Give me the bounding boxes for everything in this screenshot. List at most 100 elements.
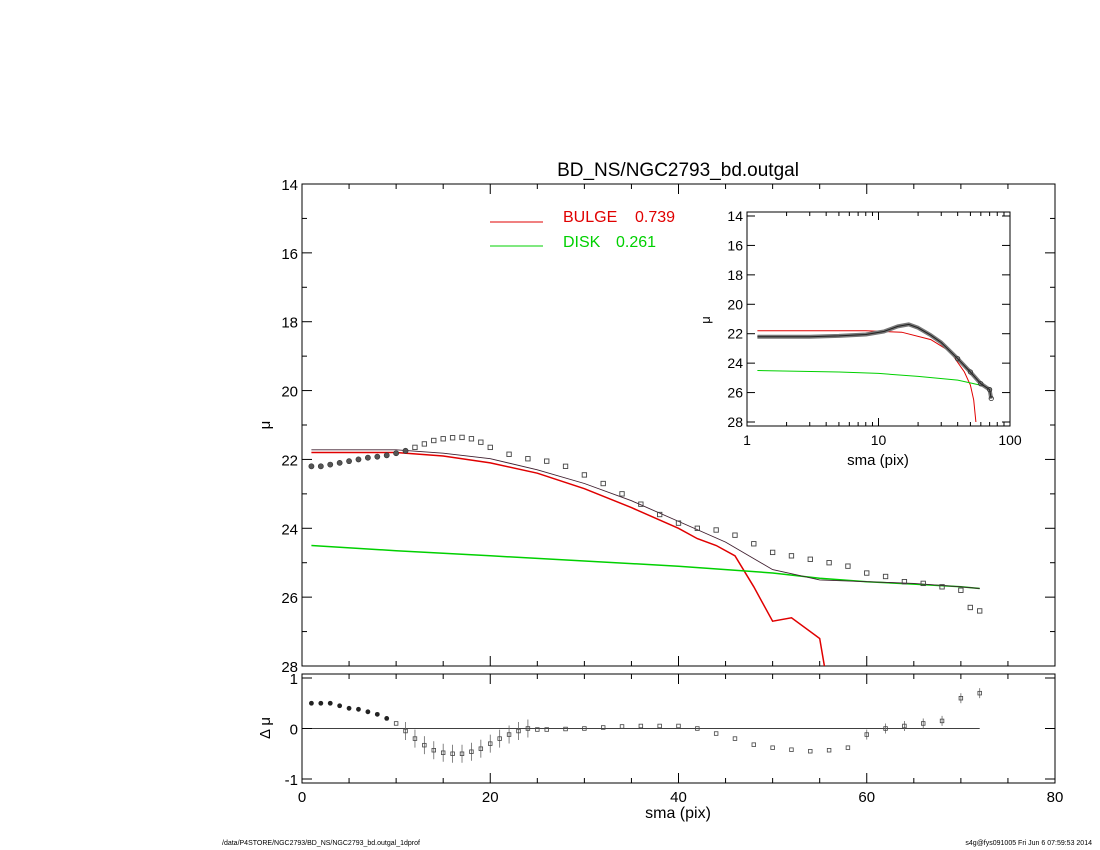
inset-model-line — [757, 323, 992, 399]
main-y-tick-label: 28 — [281, 659, 298, 676]
residual-point — [488, 741, 493, 746]
observed-point — [901, 579, 908, 585]
inset-y-tick-label: 22 — [727, 326, 743, 342]
observed-point — [374, 453, 381, 460]
residual-point — [525, 726, 531, 731]
main-y-tick-label: 22 — [281, 452, 298, 469]
observed-point — [807, 556, 813, 562]
observed-point — [421, 441, 428, 447]
observed-point — [600, 480, 606, 487]
main-x-ticks — [301, 184, 1056, 666]
observed-point — [845, 563, 851, 569]
observed-point — [826, 560, 832, 566]
main-y-tick-label: 18 — [281, 315, 298, 332]
observed-point — [581, 472, 588, 478]
legend: BULGE 0.739 DISK 0.261 — [490, 209, 675, 251]
observed-point — [694, 525, 700, 531]
observed-point — [713, 527, 719, 533]
observed-point — [336, 459, 343, 466]
residual-point — [544, 727, 549, 732]
residual-point — [751, 742, 756, 747]
x-tick-label: 80 — [1047, 789, 1064, 806]
inset-series-group — [757, 322, 994, 423]
main-y-tick-label: 26 — [281, 590, 298, 607]
observed-point — [506, 451, 512, 457]
observed-point — [675, 520, 682, 526]
observed-point — [864, 570, 870, 576]
observed-point — [657, 511, 663, 518]
observed-point — [393, 450, 400, 457]
observed-point — [638, 501, 644, 507]
residual-point — [732, 736, 738, 741]
residual-point — [676, 723, 681, 729]
residual-y-tick-label: 1 — [290, 671, 298, 688]
legend-bulge-value: 0.739 — [635, 209, 675, 226]
inset-plot-panel: 14 16 18 20 22 24 26 281 10 100 μ sma (pix) — [698, 208, 1022, 469]
residual-point — [921, 721, 926, 726]
residual-point — [695, 726, 700, 731]
footer-user-timestamp: s4g@fys091005 Fri Jun 6 07:59:53 2014 — [965, 840, 1092, 847]
chart-title: BD_NS/NGC2793_bd.outgal — [557, 160, 799, 181]
model-line — [311, 449, 980, 589]
residual-point — [657, 723, 662, 729]
residual-point — [619, 724, 625, 729]
observed-point — [459, 434, 465, 441]
residual-point — [431, 748, 436, 753]
observed-point — [346, 458, 352, 465]
inset-axes: 14 16 18 20 22 24 26 281 10 100 — [727, 208, 1021, 448]
main-y-axis-label: μ — [257, 421, 274, 430]
residual-point — [535, 727, 540, 732]
observed-point — [882, 573, 889, 580]
observed-point — [383, 452, 390, 459]
residual-point — [977, 690, 982, 696]
residual-point — [845, 745, 851, 750]
inset-x-tick-label: 1 — [743, 432, 751, 448]
residual-point — [883, 726, 888, 731]
inset-y-tick-label: 16 — [727, 237, 743, 253]
residual-point — [384, 716, 390, 721]
observed-point — [317, 463, 324, 470]
inset-y-tick-label: 26 — [727, 385, 743, 401]
observed-point — [562, 463, 569, 469]
main-plot-panel: 14 16 18 20 22 24 26 28 μ — [257, 177, 1056, 676]
observed-point — [977, 608, 983, 614]
residual-point — [374, 711, 380, 717]
main-y-tick-label: 20 — [281, 384, 298, 401]
residual-point — [356, 706, 361, 712]
residual-point — [459, 751, 465, 756]
observed-point — [355, 456, 362, 463]
residual-point — [327, 700, 333, 706]
inset-observed-point — [955, 356, 961, 362]
residual-point — [939, 718, 945, 724]
legend-disk-value: 0.261 — [616, 234, 656, 251]
inset-plot-frame — [746, 211, 1011, 427]
x-tick-label: 20 — [482, 789, 499, 806]
residual-point — [497, 736, 502, 741]
legend-bulge-label: BULGE — [563, 209, 617, 226]
inset-y-tick-label: 28 — [727, 414, 743, 430]
residual-point — [478, 746, 484, 751]
residual-point — [440, 750, 446, 755]
observed-point — [920, 580, 926, 587]
observed-point — [431, 437, 437, 444]
inset-observed-point — [988, 395, 994, 402]
legend-disk-label: DISK — [563, 234, 601, 251]
residual-point — [346, 705, 352, 711]
observed-point — [487, 444, 493, 451]
inset-observed-point — [978, 381, 984, 387]
residual-y-axis-label: Δ μ — [257, 717, 274, 739]
footer-path: /data/P4STORE/NGC2793/BD_NS/NGC2793_bd.o… — [222, 840, 420, 847]
inset-x-axis-label: sma (pix) — [847, 452, 909, 469]
observed-point — [939, 584, 945, 590]
observed-point — [478, 439, 484, 445]
observed-point — [967, 604, 973, 611]
main-y-tick-label: 24 — [281, 521, 298, 538]
inset-observed-point — [987, 387, 993, 393]
bulge-line — [311, 451, 826, 667]
residual-point — [770, 745, 775, 750]
observed-point — [468, 436, 475, 442]
inset-y-tick-label: 18 — [727, 267, 743, 283]
